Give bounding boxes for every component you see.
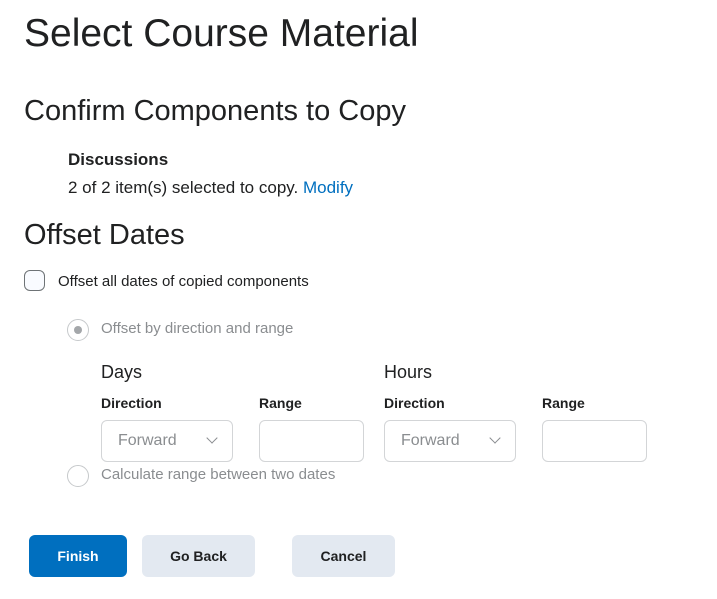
chevron-down-icon [206,432,218,444]
hours-direction-label: Direction [384,395,445,411]
days-direction-value: Forward [118,432,177,449]
chevron-down-icon [489,432,501,444]
hours-title: Hours [384,362,433,382]
component-name: Discussions [68,150,169,169]
copy-summary: 2 of 2 item(s) selected to copy. Modify [68,178,353,198]
days-direction-label: Direction [101,395,162,411]
hours-range-input[interactable] [542,420,647,462]
hours-direction-select[interactable]: Forward [384,420,516,462]
offset-dates-heading: Offset Dates [24,219,185,251]
calculate-range-label: Calculate range between two dates [101,466,336,483]
days-title: Days [101,362,143,382]
days-range-input[interactable] [259,420,364,462]
hours-range-label: Range [542,395,585,411]
finish-button[interactable]: Finish [29,535,127,577]
page-title: Select Course Material [24,12,419,55]
modify-link[interactable]: Modify [302,178,354,197]
offset-all-dates-checkbox[interactable] [24,270,45,291]
offset-direction-radio[interactable] [67,319,89,341]
cancel-button[interactable]: Cancel [292,535,395,577]
hours-direction-value: Forward [401,432,460,449]
days-direction-select[interactable]: Forward [101,420,233,462]
days-range-label: Range [259,395,302,411]
offset-direction-label: Offset by direction and range [101,320,294,337]
calculate-range-radio[interactable] [67,465,89,487]
confirm-heading: Confirm Components to Copy [24,95,406,127]
go-back-button[interactable]: Go Back [142,535,255,577]
copy-summary-text: 2 of 2 item(s) selected to copy. [68,178,299,197]
offset-all-dates-label: Offset all dates of copied components [58,273,309,290]
